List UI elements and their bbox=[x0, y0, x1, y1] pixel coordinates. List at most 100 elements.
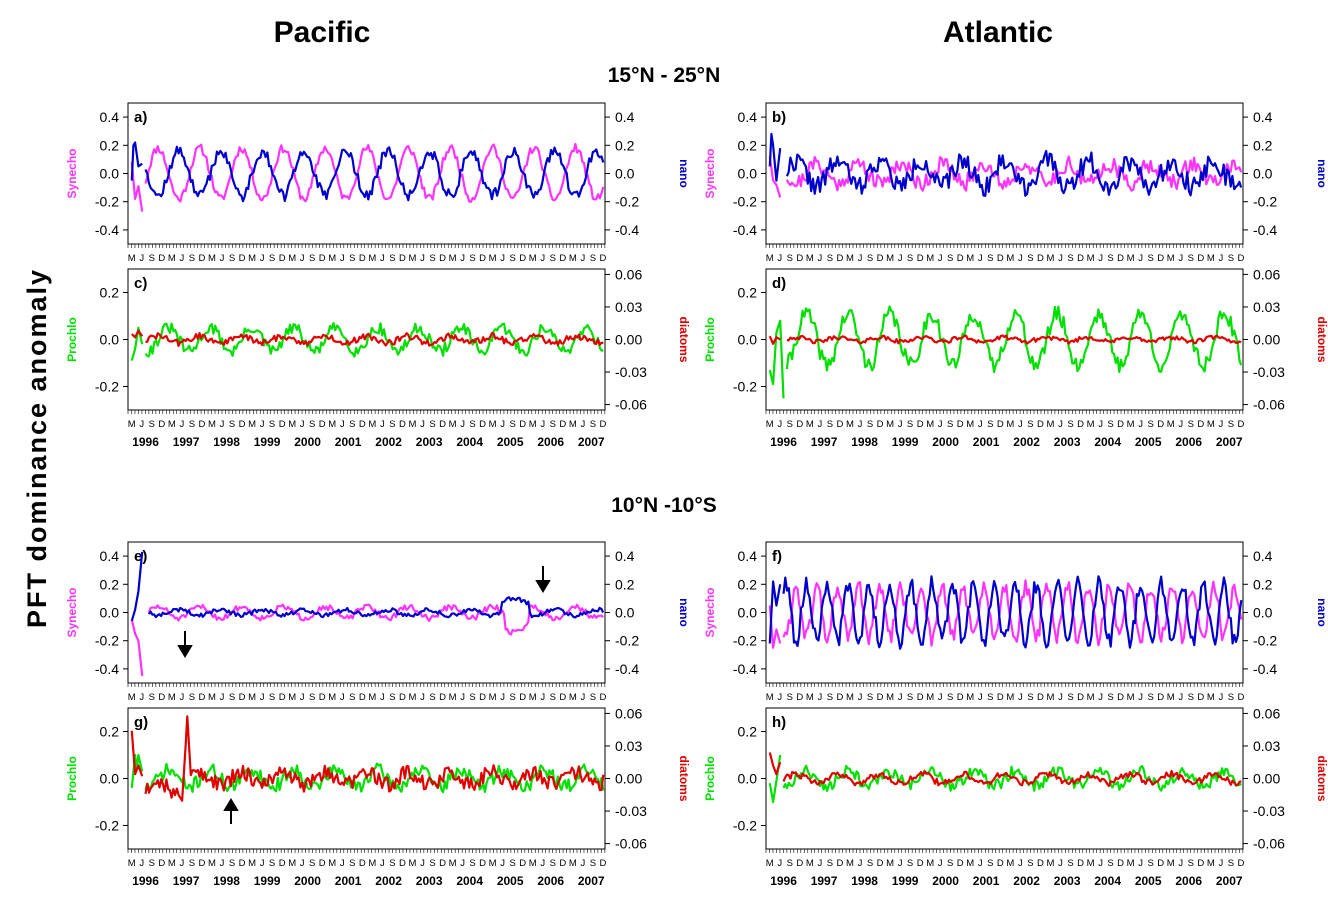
series-synecho-e bbox=[147, 603, 604, 636]
month-letter: J bbox=[500, 419, 505, 430]
month-letter: J bbox=[460, 253, 465, 264]
month-letter: M bbox=[569, 253, 577, 264]
month-letter: D bbox=[1077, 253, 1084, 264]
right-axis-label-e: nano bbox=[677, 598, 691, 627]
series-nano-f bbox=[768, 580, 782, 644]
month-letter: D bbox=[519, 692, 526, 703]
month-letter: M bbox=[208, 253, 216, 264]
year-label: 2002 bbox=[375, 435, 402, 449]
month-letter: D bbox=[836, 419, 843, 430]
month-letter: J bbox=[500, 253, 505, 264]
month-letter: D bbox=[599, 419, 606, 430]
month-letter: M bbox=[1127, 419, 1135, 430]
right-tick-label: 0.06 bbox=[615, 266, 642, 282]
month-letter: J bbox=[380, 692, 385, 703]
month-letter: S bbox=[189, 253, 195, 264]
year-label: 2004 bbox=[456, 874, 483, 888]
panel-h: h) 0.2 0.0 -0.2 0.06 0.03 0.00 -0.03 -0.06 Prochl… bbox=[703, 705, 1328, 888]
series-nano-b bbox=[785, 149, 1243, 197]
series-nano-f bbox=[782, 575, 1243, 650]
series-prochlo-d bbox=[768, 319, 785, 399]
year-label: 2006 bbox=[1175, 435, 1202, 449]
series-synecho-a bbox=[144, 142, 605, 203]
month-letter: J bbox=[1138, 419, 1143, 430]
month-letter: D bbox=[198, 858, 205, 869]
month-letter: D bbox=[319, 692, 326, 703]
year-label: 2003 bbox=[416, 874, 443, 888]
month-letter: S bbox=[1107, 419, 1113, 430]
month-letter: S bbox=[349, 858, 355, 869]
series-synecho-f bbox=[782, 579, 1243, 647]
series-synecho-a bbox=[130, 162, 144, 212]
month-letter: M bbox=[569, 858, 577, 869]
month-letter: D bbox=[399, 692, 406, 703]
right-tick-label: 0.00 bbox=[1253, 332, 1280, 348]
month-letter: S bbox=[469, 858, 475, 869]
month-letter: J bbox=[1018, 253, 1023, 264]
month-letter: S bbox=[787, 253, 793, 264]
month-letter: D bbox=[1077, 419, 1084, 430]
month-letter: S bbox=[309, 692, 315, 703]
left-tick-label: 0.2 bbox=[738, 576, 758, 592]
month-letter: M bbox=[966, 692, 974, 703]
month-letter: S bbox=[510, 253, 516, 264]
month-letter: D bbox=[439, 858, 446, 869]
month-letter: S bbox=[1027, 858, 1033, 869]
right-tick-label: -0.4 bbox=[1253, 661, 1277, 677]
month-letter: M bbox=[966, 253, 974, 264]
month-letter: S bbox=[947, 692, 953, 703]
month-letter: S bbox=[787, 692, 793, 703]
series-diatoms-g bbox=[144, 715, 605, 802]
month-letter: M bbox=[766, 253, 774, 264]
month-letter: M bbox=[1046, 858, 1054, 869]
month-letter: M bbox=[328, 858, 336, 869]
month-letter: J bbox=[540, 692, 545, 703]
right-tick-label: -0.03 bbox=[1253, 364, 1285, 380]
month-letter: D bbox=[877, 692, 884, 703]
month-letter: D bbox=[1237, 858, 1244, 869]
month-letter: S bbox=[787, 419, 793, 430]
month-letter: S bbox=[269, 419, 275, 430]
month-letter: M bbox=[1167, 692, 1175, 703]
month-letter: J bbox=[1178, 858, 1183, 869]
month-letter: S bbox=[269, 253, 275, 264]
month-letter: J bbox=[340, 253, 345, 264]
month-letter: M bbox=[489, 858, 497, 869]
month-letter: M bbox=[926, 253, 934, 264]
month-letter: D bbox=[796, 858, 803, 869]
series-nano-b bbox=[768, 132, 782, 182]
month-letter: M bbox=[168, 419, 176, 430]
series-diatoms-c bbox=[131, 329, 144, 339]
left-axis-label-b: Synecho bbox=[703, 148, 717, 198]
month-letter: J bbox=[340, 419, 345, 430]
year-label: 2004 bbox=[456, 435, 483, 449]
month-letter: S bbox=[1228, 419, 1234, 430]
month-letter: D bbox=[559, 419, 566, 430]
left-tick-label: -0.2 bbox=[733, 379, 757, 395]
month-letter: J bbox=[180, 692, 185, 703]
month-letter: J bbox=[540, 419, 545, 430]
year-label: 2000 bbox=[294, 435, 321, 449]
month-letter: J bbox=[1058, 692, 1063, 703]
month-letter: M bbox=[966, 858, 974, 869]
year-label: 2000 bbox=[294, 874, 321, 888]
month-letter: M bbox=[1207, 253, 1215, 264]
year-label: 2007 bbox=[1216, 435, 1243, 449]
month-letter: S bbox=[550, 419, 556, 430]
month-letter: D bbox=[399, 419, 406, 430]
year-label: 1998 bbox=[851, 435, 878, 449]
month-letter: J bbox=[300, 253, 305, 264]
month-letter: M bbox=[806, 419, 814, 430]
month-letter: S bbox=[389, 858, 395, 869]
arrow-annotation-g bbox=[223, 798, 239, 824]
month-letter: D bbox=[1237, 253, 1244, 264]
month-letter: S bbox=[1107, 253, 1113, 264]
series-prochlo-c bbox=[130, 326, 144, 361]
month-letter: J bbox=[260, 692, 265, 703]
month-letter: M bbox=[368, 858, 376, 869]
arrow-annotations bbox=[177, 566, 551, 824]
month-letter: M bbox=[248, 253, 256, 264]
month-letter: M bbox=[1087, 253, 1095, 264]
plot-frame-b bbox=[765, 102, 1244, 245]
left-tick-label: -0.2 bbox=[733, 818, 757, 834]
